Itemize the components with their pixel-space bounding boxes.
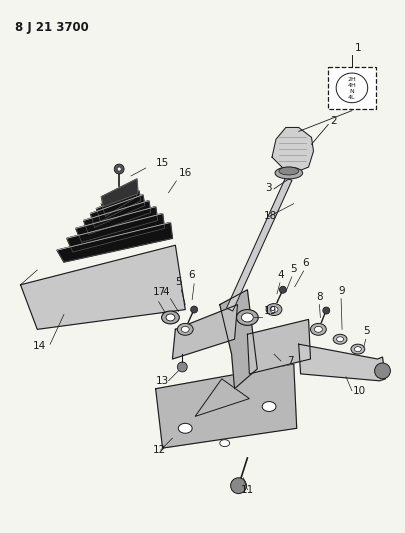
Polygon shape [83, 201, 150, 235]
Text: 19: 19 [264, 306, 277, 317]
Polygon shape [271, 127, 313, 171]
Ellipse shape [181, 326, 189, 332]
Text: 8: 8 [315, 292, 322, 302]
Circle shape [230, 478, 246, 494]
Text: 10: 10 [352, 386, 365, 395]
Ellipse shape [166, 314, 175, 321]
Polygon shape [172, 304, 237, 359]
Ellipse shape [262, 401, 275, 411]
Ellipse shape [274, 167, 302, 179]
Circle shape [190, 306, 197, 313]
Ellipse shape [335, 73, 367, 103]
Polygon shape [298, 344, 384, 381]
Ellipse shape [177, 324, 193, 335]
Text: 18: 18 [264, 211, 277, 221]
Text: 13: 13 [155, 376, 168, 386]
Ellipse shape [178, 423, 192, 433]
Text: 11: 11 [240, 484, 254, 495]
Text: 5: 5 [362, 326, 369, 336]
Polygon shape [76, 207, 157, 243]
Text: 2H: 2H [347, 77, 356, 83]
Text: 8 J 21 3700: 8 J 21 3700 [15, 21, 88, 34]
Polygon shape [67, 214, 164, 252]
Ellipse shape [236, 310, 258, 325]
Circle shape [322, 307, 329, 314]
Ellipse shape [269, 306, 277, 312]
Ellipse shape [161, 311, 179, 324]
Ellipse shape [278, 167, 298, 175]
Ellipse shape [310, 324, 326, 335]
Text: 17: 17 [152, 287, 166, 297]
Text: 4H: 4H [347, 83, 356, 88]
Text: 5: 5 [289, 264, 296, 274]
Ellipse shape [219, 440, 229, 447]
Text: 15: 15 [155, 158, 168, 168]
Ellipse shape [265, 304, 281, 316]
Bar [328, 67, 375, 109]
Text: 4: 4 [162, 287, 169, 297]
Ellipse shape [336, 337, 343, 342]
Polygon shape [21, 245, 185, 329]
Circle shape [279, 286, 286, 293]
Text: 12: 12 [152, 445, 166, 455]
Text: 4: 4 [276, 270, 283, 280]
Polygon shape [226, 177, 291, 311]
Polygon shape [57, 222, 172, 262]
Ellipse shape [350, 344, 364, 354]
Polygon shape [247, 319, 310, 374]
Polygon shape [101, 179, 138, 207]
Text: 7: 7 [286, 356, 293, 366]
Text: 2: 2 [329, 116, 336, 125]
Text: 9: 9 [337, 286, 344, 296]
Ellipse shape [314, 326, 322, 332]
Text: 1: 1 [354, 43, 360, 53]
Text: 16: 16 [178, 168, 191, 178]
Circle shape [177, 362, 187, 372]
Text: 6: 6 [302, 258, 309, 268]
Ellipse shape [241, 313, 253, 322]
Polygon shape [96, 191, 141, 222]
Text: 14: 14 [32, 341, 45, 351]
Ellipse shape [333, 334, 346, 344]
Text: 5: 5 [175, 277, 181, 287]
Ellipse shape [354, 346, 360, 352]
Text: 3: 3 [265, 183, 271, 193]
Polygon shape [101, 187, 136, 216]
Polygon shape [90, 195, 145, 228]
Circle shape [374, 363, 390, 379]
Text: N: N [349, 90, 354, 94]
Text: 6: 6 [188, 270, 194, 280]
Circle shape [117, 167, 121, 171]
Text: 4L: 4L [347, 95, 355, 100]
Polygon shape [155, 364, 296, 448]
Polygon shape [219, 290, 257, 389]
Circle shape [114, 164, 124, 174]
